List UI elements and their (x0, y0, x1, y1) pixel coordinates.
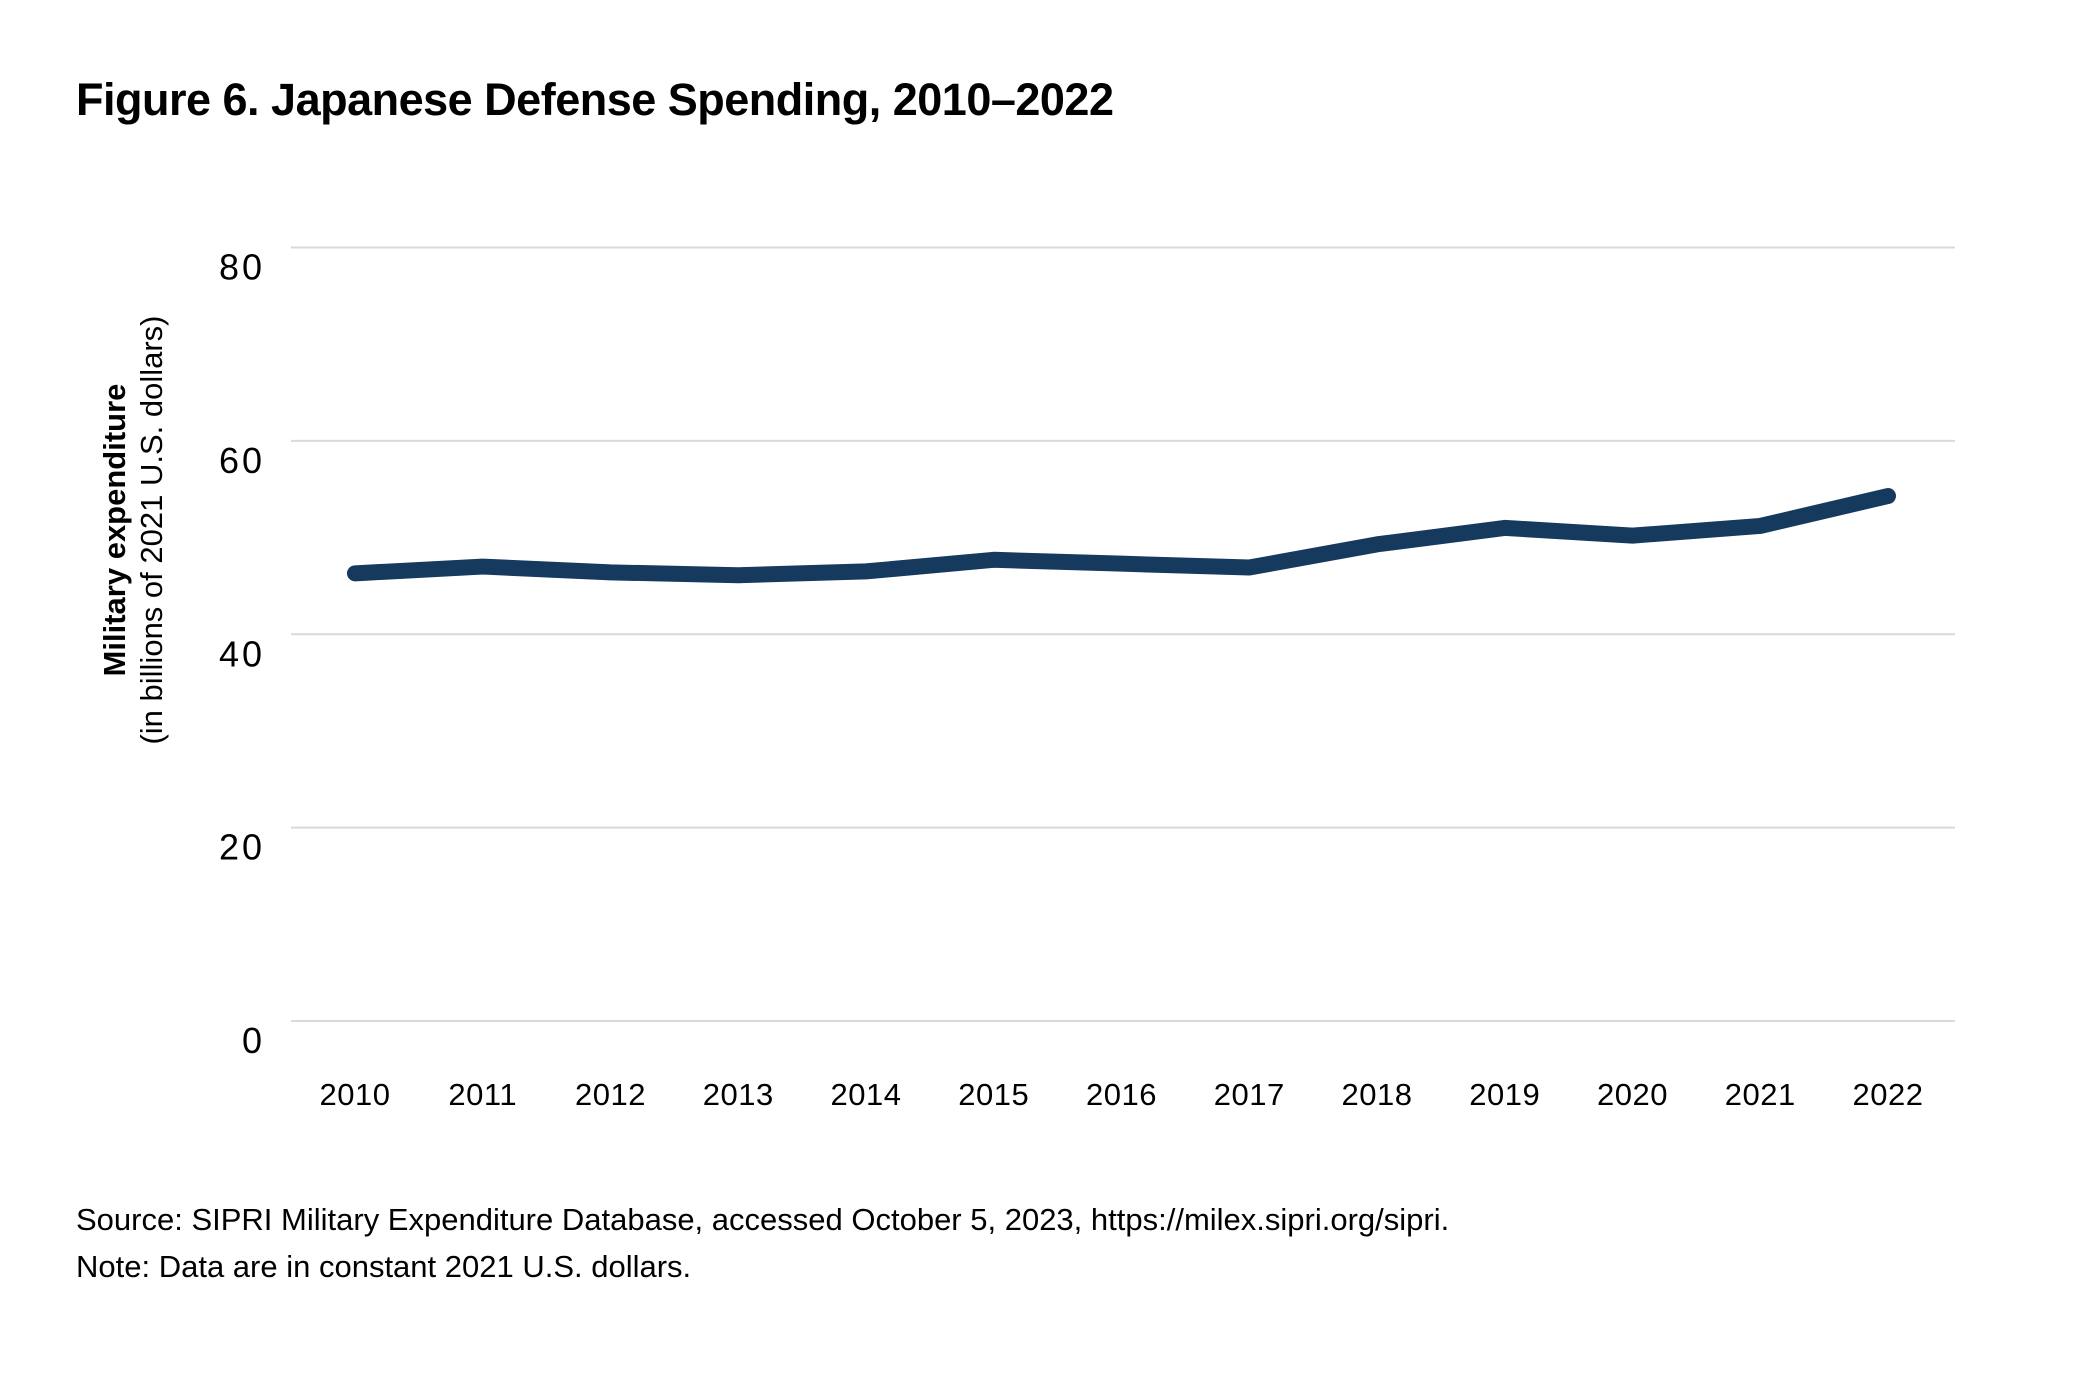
y-tick-label: 40 (219, 633, 265, 674)
y-tick-label: 60 (219, 440, 265, 481)
x-tick-label: 2018 (1342, 1077, 1413, 1112)
x-tick-label: 2016 (1086, 1077, 1157, 1112)
x-tick-label: 2022 (1853, 1077, 1924, 1112)
x-tick-label: 2015 (958, 1077, 1029, 1112)
data-line-japan-spending (347, 487, 1896, 584)
data-note: Note: Data are in constant 2021 U.S. dol… (76, 1249, 692, 1284)
x-tick-label: 2020 (1597, 1077, 1668, 1112)
y-tick-label: 0 (242, 1020, 265, 1061)
y-tick-label: 20 (219, 827, 265, 868)
x-tick-label: 2021 (1725, 1077, 1796, 1112)
x-tick-label: 2014 (831, 1077, 902, 1112)
x-tick-label: 2017 (1214, 1077, 1285, 1112)
y-tick-label: 80 (219, 247, 265, 288)
x-tick-label: 2019 (1469, 1077, 1540, 1112)
x-tick-label: 2013 (703, 1077, 774, 1112)
figure-title: Figure 6. Japanese Defense Spending, 201… (76, 74, 1114, 125)
x-tick-label: 2012 (575, 1077, 646, 1112)
footnotes: Source: SIPRI Military Expenditure Datab… (76, 1196, 1449, 1290)
source-note: Source: SIPRI Military Expenditure Datab… (76, 1202, 1450, 1237)
x-tick-label: 2010 (320, 1077, 391, 1112)
x-tick-label: 2011 (448, 1077, 517, 1112)
